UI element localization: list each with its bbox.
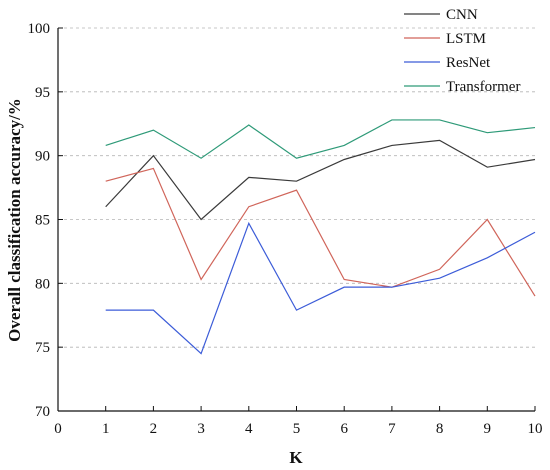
grid-lines	[58, 27, 535, 348]
y-ticks: 70 75 80 85 90 95 100	[28, 21, 63, 420]
x-ticks: 0 1 2 3 4 5 6 7 8 9 10	[54, 406, 543, 437]
x-axis-title: K	[289, 448, 303, 467]
x-tick-label: 1	[102, 421, 110, 437]
x-tick-label: 7	[388, 421, 396, 437]
y-tick-label: 90	[35, 149, 50, 165]
series-lines	[105, 119, 536, 355]
legend-label-resnet: ResNet	[446, 55, 491, 71]
y-tick-label: 75	[35, 340, 50, 356]
y-tick-label: 100	[28, 21, 51, 37]
y-tick-label: 80	[35, 276, 50, 292]
legend-label-lstm: LSTM	[446, 31, 486, 47]
x-tick-label: 9	[484, 421, 492, 437]
x-tick-label: 0	[54, 421, 62, 437]
series-line-lstm	[105, 167, 536, 297]
legend-label-transformer: Transformer	[446, 79, 520, 95]
series-line-resnet	[105, 221, 536, 355]
x-tick-label: 4	[245, 421, 253, 437]
x-tick-label: 3	[197, 421, 205, 437]
x-tick-label: 10	[528, 421, 543, 437]
y-tick-label: 85	[35, 213, 50, 229]
series-line-transformer	[105, 119, 536, 159]
x-tick-label: 5	[293, 421, 301, 437]
y-axis-title: Overall classification accuracy/%	[5, 98, 24, 342]
x-tick-label: 2	[150, 421, 158, 437]
legend: CNN LSTM ResNet Transformer	[404, 7, 520, 95]
series-line-cnn	[105, 139, 536, 221]
x-tick-label: 8	[436, 421, 444, 437]
legend-label-cnn: CNN	[446, 7, 478, 23]
y-tick-label: 95	[35, 85, 50, 101]
y-tick-label: 70	[35, 404, 50, 420]
x-tick-label: 6	[340, 421, 348, 437]
